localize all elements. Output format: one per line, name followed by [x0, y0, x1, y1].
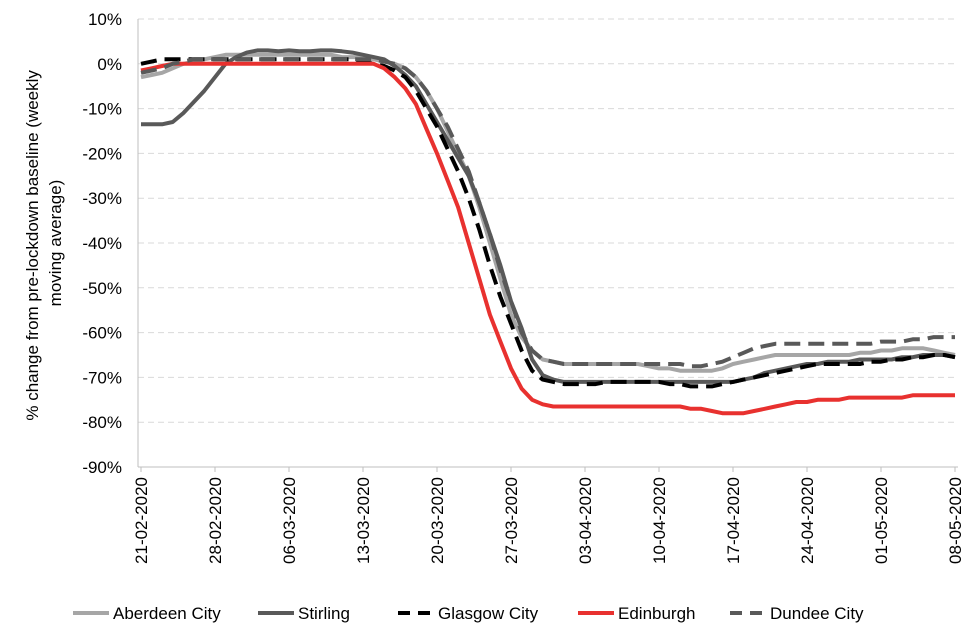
y-tick-label: -40% [82, 234, 122, 253]
x-tick-label: 01-05-2020 [872, 477, 891, 564]
y-tick-label: -10% [82, 100, 122, 119]
x-tick-label: 27-03-2020 [502, 477, 521, 564]
y-tick-label: -90% [82, 458, 122, 477]
x-tick-label: 28-02-2020 [206, 477, 225, 564]
x-tick-label: 08-05-2020 [946, 477, 965, 564]
series-line-edinburgh [140, 61, 955, 416]
y-axis-tick-labels: 10% 0% -10% -20% -30% -40% -50% -60% -70% -80% -90… [82, 10, 122, 477]
y-axis-label: % change from pre-lockdown baseline (wee… [23, 65, 65, 420]
y-tick-label: 0% [97, 55, 122, 74]
series-line-dundee-city [140, 57, 955, 369]
y-tick-label: 10% [88, 10, 122, 29]
legend-label: Glasgow City [438, 604, 539, 623]
y-tick-label: -60% [82, 324, 122, 343]
x-tick-label: 10-04-2020 [650, 477, 669, 564]
y-tick-label: -80% [82, 413, 122, 432]
x-axis-tick-labels: 21-02-2020 28-02-2020 06-03-2020 13-03-2020… [132, 467, 965, 564]
y-axis-label-line-2: moving average) [46, 180, 65, 307]
series-lines [140, 48, 956, 416]
x-tick-label: 03-04-2020 [576, 477, 595, 564]
legend-label: Dundee City [770, 604, 864, 623]
series-line-stirling [141, 48, 956, 384]
x-tick-label: 20-03-2020 [428, 477, 447, 564]
legend-label: Edinburgh [618, 604, 696, 623]
legend-label: Aberdeen City [113, 604, 221, 623]
x-tick-label: 06-03-2020 [280, 477, 299, 564]
y-tick-label: -50% [82, 279, 122, 298]
x-tick-label: 24-04-2020 [798, 477, 817, 564]
y-tick-label: -70% [82, 368, 122, 387]
legend: Aberdeen City Stirling Glasgow City Edinbur… [73, 604, 864, 623]
x-tick-label: 21-02-2020 [132, 477, 151, 564]
legend-label: Stirling [298, 604, 350, 623]
x-tick-label: 13-03-2020 [354, 477, 373, 564]
series-line-aberdeen-city [140, 52, 956, 373]
y-axis-label-line-1: % change from pre-lockdown baseline (wee… [23, 70, 42, 421]
x-tick-label: 17-04-2020 [724, 477, 743, 564]
y-tick-label: -30% [82, 189, 122, 208]
y-tick-label: -20% [82, 144, 122, 163]
series-line-glasgow-city [140, 57, 956, 389]
